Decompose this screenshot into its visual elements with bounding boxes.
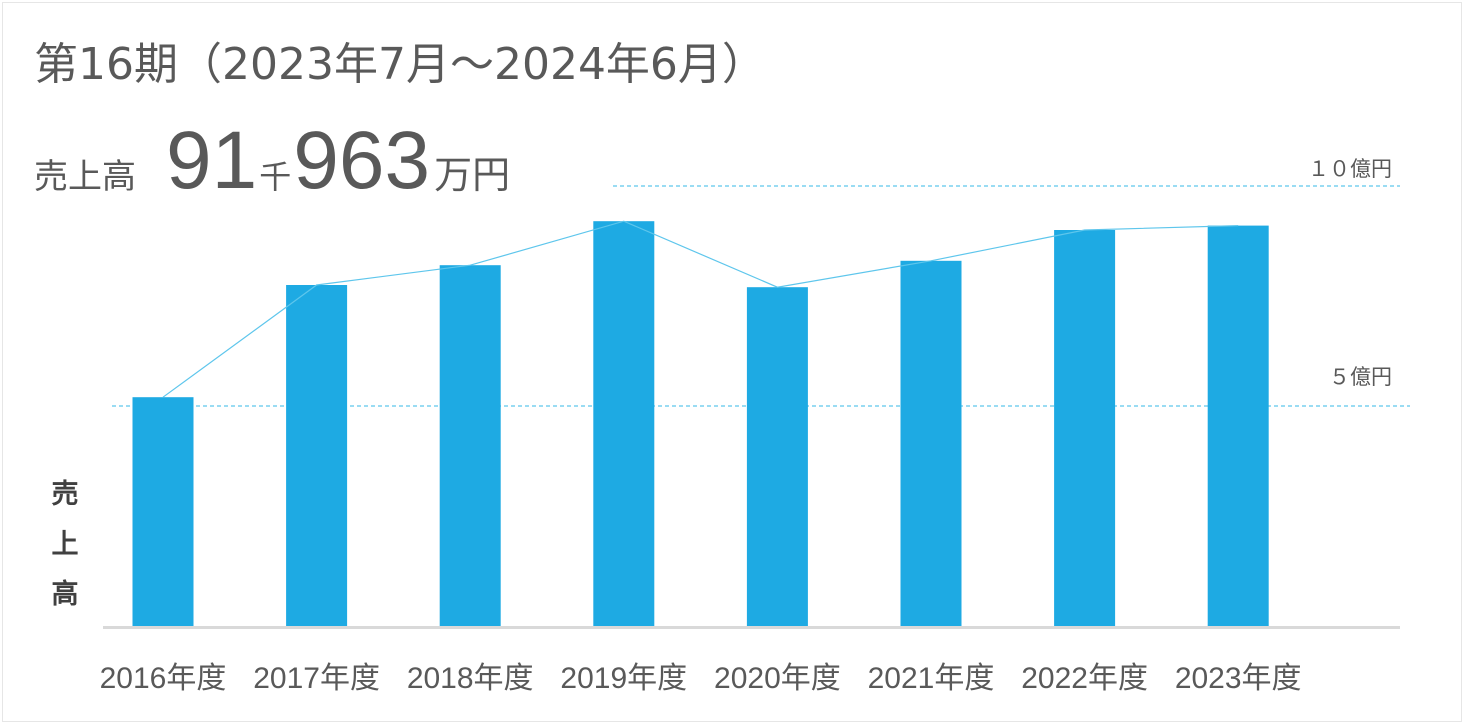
sales-unit-man-yen: 万円 <box>434 153 511 197</box>
sales-unit-thousand: 千 <box>259 158 292 196</box>
sales-value-man: 963 <box>293 115 431 206</box>
bar-2019年度 <box>593 221 655 626</box>
sales-summary: 売上高 91千963 万円 <box>34 120 510 202</box>
y-axis-label-char: 上 <box>51 529 79 560</box>
x-tick-label: 2020年度 <box>714 662 841 695</box>
bar-2020年度 <box>746 287 808 626</box>
bar-2022年度 <box>1054 230 1116 626</box>
x-tick-label: 2017年度 <box>253 662 380 695</box>
sales-label: 売上高 <box>34 157 136 197</box>
x-tick-label: 2022年度 <box>1021 662 1148 695</box>
sales-value-oku: 91 <box>166 115 258 206</box>
x-tick-label: 2019年度 <box>560 662 687 695</box>
bar-2017年度 <box>286 285 348 626</box>
x-tick-label: 2023年度 <box>1175 662 1302 695</box>
bar-2023年度 <box>1207 225 1269 626</box>
bar-2021年度 <box>900 260 962 626</box>
bar-2018年度 <box>439 265 501 626</box>
trend-line <box>162 220 1239 398</box>
x-tick-label: 2021年度 <box>868 662 995 695</box>
bar-2016年度 <box>132 397 194 626</box>
y-axis-label-char: 高 <box>51 579 79 610</box>
reference-line-label: ５億円 <box>1329 365 1392 389</box>
y-axis-label: 売 上 高 <box>50 470 80 620</box>
reference-line-label: １０億円 <box>1308 157 1392 181</box>
x-tick-label: 2016年度 <box>100 662 227 695</box>
y-axis-label-char: 売 <box>51 479 79 510</box>
x-tick-label: 2018年度 <box>407 662 534 695</box>
period-title: 第16期（2023年7月～2024年6月） <box>34 39 766 90</box>
